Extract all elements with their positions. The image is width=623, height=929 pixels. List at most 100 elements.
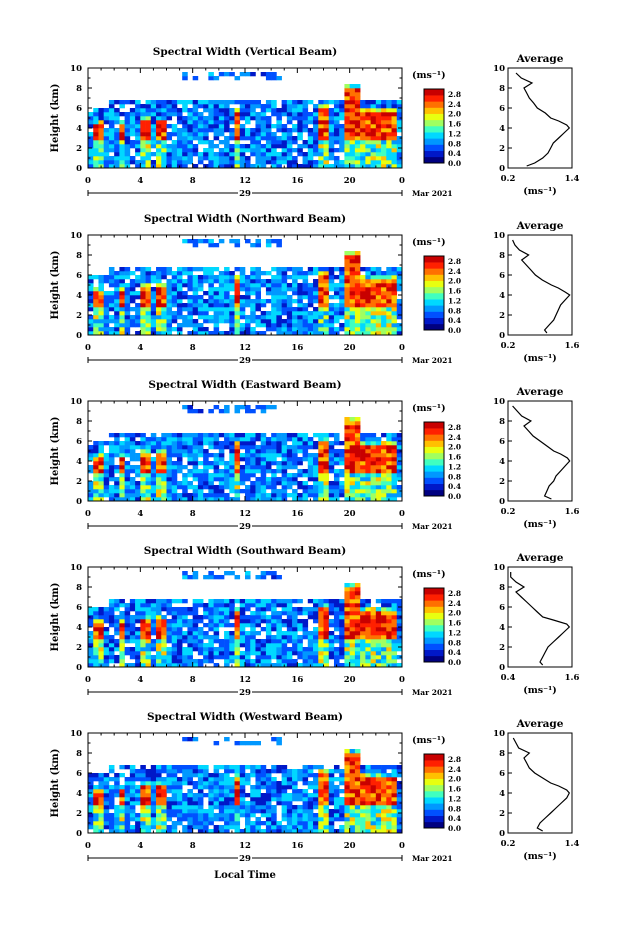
heatmap-cell <box>381 655 387 660</box>
heatmap-cell <box>239 124 246 129</box>
heatmap-cell <box>176 599 183 604</box>
heatmap-cell <box>239 801 246 806</box>
heatmap-cell <box>297 469 303 474</box>
heatmap-cell <box>328 108 335 113</box>
heatmap-cell <box>297 813 303 818</box>
heatmap-cell <box>276 663 282 668</box>
heatmap-cell <box>307 327 314 332</box>
heatmap-cell <box>255 120 261 125</box>
heatmap-cell <box>234 821 241 826</box>
heatmap-cell <box>354 164 361 169</box>
heatmap-cell <box>245 615 251 620</box>
heatmap-cell <box>156 144 162 149</box>
heatmap-cell <box>265 100 272 105</box>
heatmap-cell <box>281 441 288 446</box>
heatmap-cell <box>129 441 136 446</box>
heatmap-cell <box>192 611 199 616</box>
heatmap-cell <box>129 489 136 494</box>
heatmap-cell <box>360 287 366 292</box>
heatmap-cell <box>98 299 104 304</box>
heatmap-cell <box>297 152 303 157</box>
heatmap-cell <box>250 291 256 296</box>
heatmap-cell <box>375 108 382 113</box>
heatmap-cell <box>250 765 256 770</box>
heatmap-cell <box>156 283 162 288</box>
heatmap-cell <box>354 643 361 648</box>
x-axis-label-local-time: Local Time <box>214 870 276 881</box>
heatmap-cell <box>386 635 392 640</box>
heatmap-cell <box>88 112 94 117</box>
heatmap-cell <box>286 160 293 165</box>
heatmap-cell <box>375 291 382 296</box>
heatmap-cell <box>208 120 214 125</box>
heatmap-cell <box>161 323 167 328</box>
heatmap-cell <box>271 132 277 137</box>
heatmap-cell <box>307 152 314 157</box>
heatmap-cell <box>229 655 235 660</box>
heatmap-cell <box>145 481 152 486</box>
colorbar-segment <box>424 588 444 595</box>
heatmap-cell <box>124 100 131 105</box>
heatmap-cell <box>88 445 94 450</box>
heatmap-cell <box>192 493 199 498</box>
heatmap-cell <box>119 136 125 141</box>
heatmap-cell <box>171 327 178 332</box>
x-tick-label: 20 <box>344 343 356 353</box>
heatmap-cell <box>98 319 104 324</box>
heatmap-cell <box>349 603 356 608</box>
heatmap-cell <box>213 611 220 616</box>
heatmap-cell <box>213 331 220 336</box>
heatmap-cell <box>218 817 225 822</box>
heatmap-cell <box>229 769 235 774</box>
heatmap-cell <box>135 152 141 157</box>
heatmap-cell <box>360 635 366 640</box>
heatmap-cell <box>229 825 235 830</box>
heatmap-cell <box>156 631 162 636</box>
heatmap-cell <box>166 809 173 814</box>
heatmap-cell <box>302 481 309 486</box>
heatmap-cell <box>171 497 178 502</box>
heatmap-cell <box>365 144 371 149</box>
colorbar-segment <box>424 471 444 478</box>
average-profile-line <box>512 239 571 334</box>
colorbar-segment <box>424 459 444 466</box>
heatmap-cell <box>323 639 330 644</box>
heatmap-cell <box>250 319 256 324</box>
heatmap-cell <box>218 643 225 648</box>
heatmap-cell <box>297 789 303 794</box>
heatmap <box>88 239 403 336</box>
heatmap-cell <box>182 279 188 284</box>
heatmap-cell <box>307 809 314 814</box>
heatmap-cell <box>360 607 366 612</box>
heatmap-cell <box>349 489 356 494</box>
heatmap-cell <box>365 132 371 137</box>
heatmap-cell <box>229 631 235 636</box>
heatmap-cell <box>307 319 314 324</box>
heatmap-cell <box>161 809 167 814</box>
colorbar-segment <box>424 643 444 650</box>
heatmap-cell <box>307 615 314 620</box>
heatmap-cell <box>93 164 99 169</box>
heatmap-cell <box>176 279 183 284</box>
heatmap-cell <box>365 433 371 438</box>
heatmap-cell <box>166 631 173 636</box>
heatmap-cell <box>286 651 293 656</box>
heatmap-cell <box>265 144 272 149</box>
heatmap-cell <box>265 801 272 806</box>
heatmap-cell <box>360 307 366 312</box>
heatmap-cell <box>360 623 366 628</box>
heatmap-cell <box>265 793 272 798</box>
heatmap-cell <box>286 327 293 332</box>
heatmap-cell <box>119 433 125 438</box>
heatmap-cell <box>176 275 183 280</box>
heatmap-cell <box>386 295 392 300</box>
heatmap-cell <box>224 655 230 660</box>
heatmap-cell <box>381 291 387 296</box>
heatmap-cell <box>286 639 293 644</box>
heatmap-cell <box>93 829 99 834</box>
heatmap-cell <box>344 603 350 608</box>
heatmap-cell <box>103 279 110 284</box>
heatmap-cell <box>323 457 330 462</box>
heatmap-cell <box>135 655 141 660</box>
x-tick-label: 0 <box>399 509 405 519</box>
